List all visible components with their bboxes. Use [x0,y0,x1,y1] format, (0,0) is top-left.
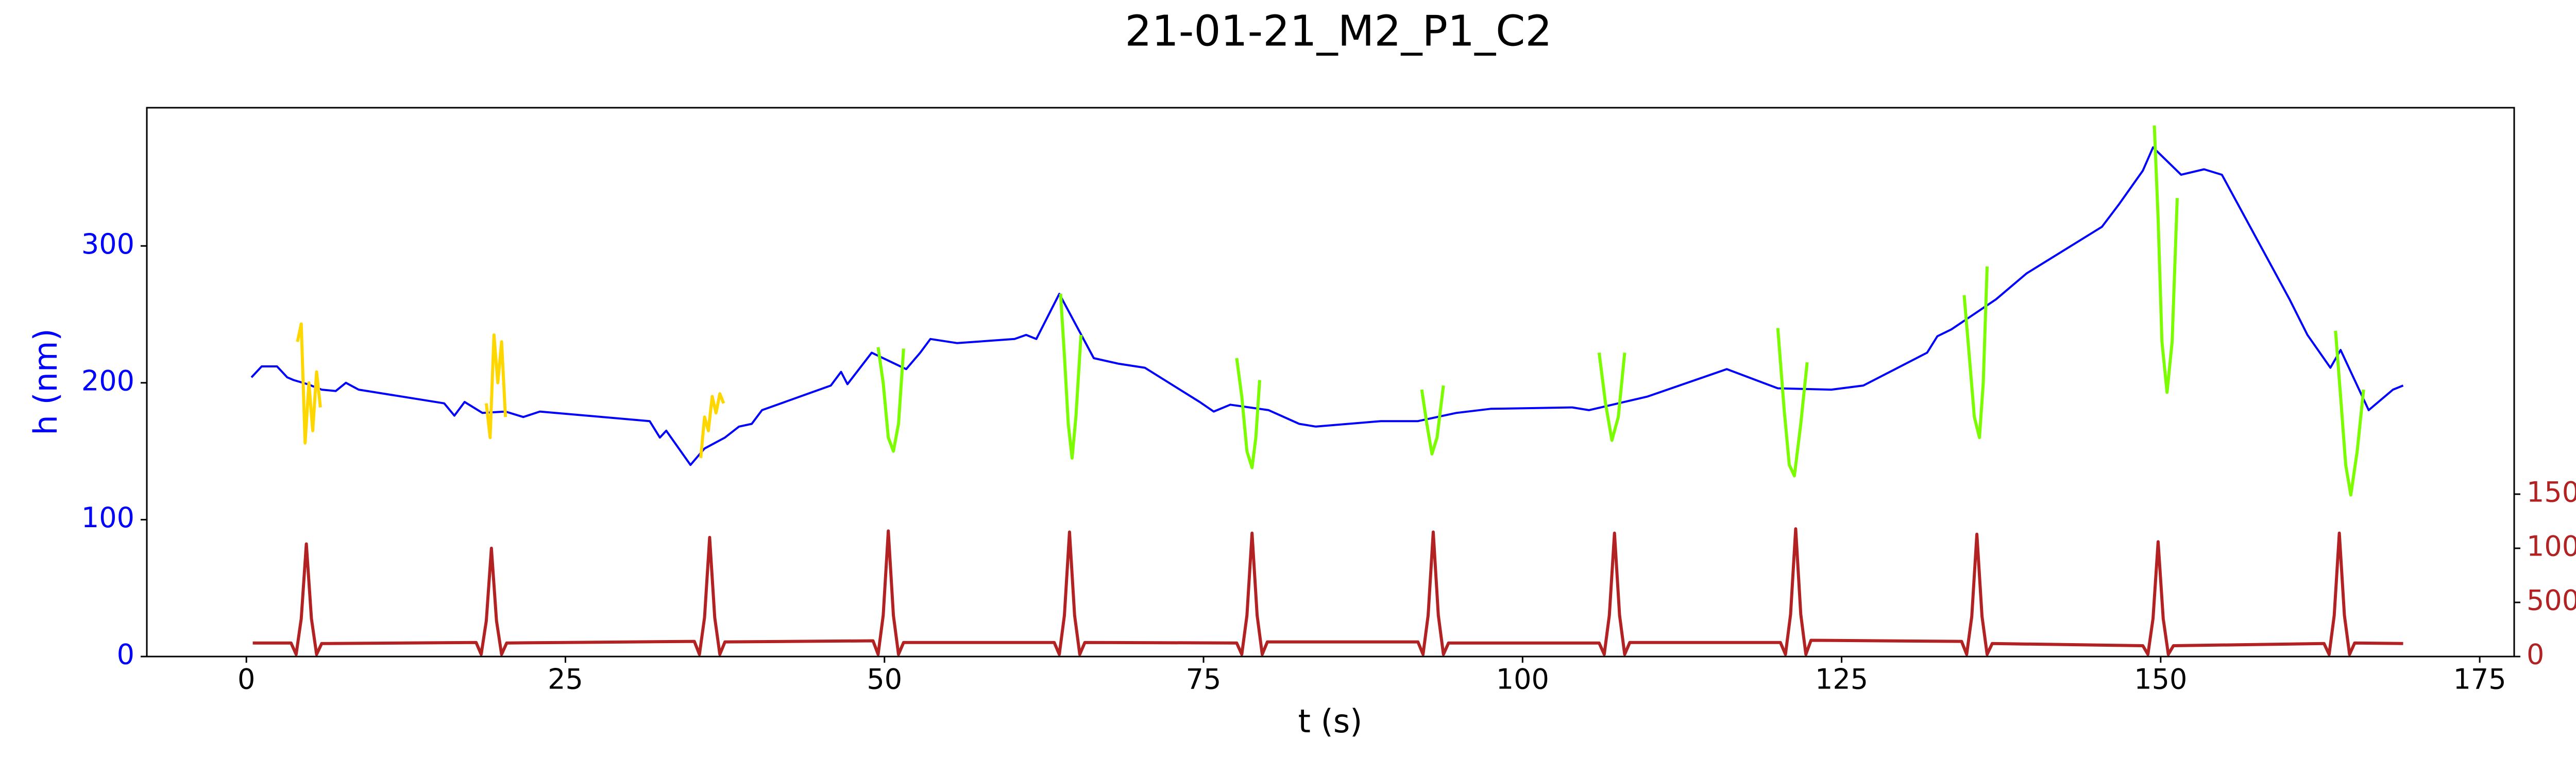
y-tick-label: 300 [81,228,134,260]
chart-title: 21-01-21_M2_P1_C2 [1125,7,1552,56]
x-axis-label: t (s) [1298,702,1363,740]
y2-tick-label: 1000 [2527,530,2576,563]
data-line [876,125,2365,497]
y-tick-label: 0 [117,638,134,671]
data-line [250,146,2404,466]
y-axis-label: h (nm) [27,328,64,435]
y2-tick-label: 1500 [2527,476,2576,509]
x-tick-label: 125 [1815,663,1868,696]
x-tick-label: 25 [548,663,583,696]
y2-tick-label: 0 [2527,638,2544,671]
data-line [296,322,725,459]
x-tick-label: 0 [238,663,255,696]
x-tick-label: 50 [867,663,902,696]
y2-tick-label: 500 [2527,584,2576,617]
x-tick-label: 100 [1496,663,1549,696]
data-line [252,527,2403,656]
y-tick-label: 200 [81,364,134,397]
x-tick-label: 75 [1186,663,1222,696]
y-tick-label: 100 [81,501,134,534]
x-tick-label: 175 [2453,663,2506,696]
x-tick-label: 150 [2134,663,2187,696]
